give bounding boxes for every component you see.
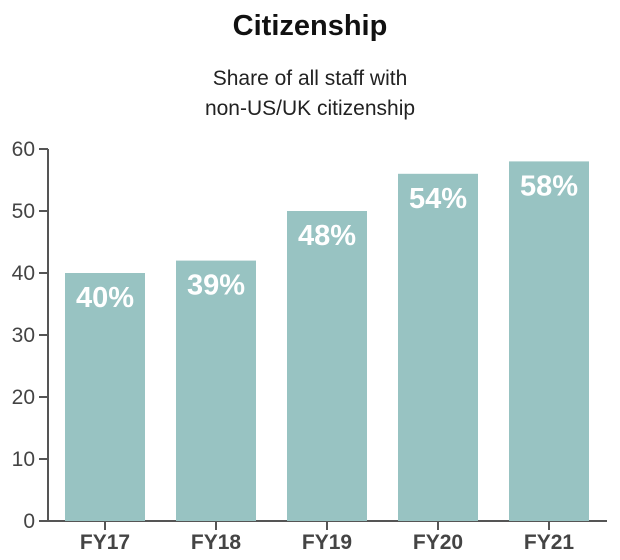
x-category-label: FY19 [302, 531, 352, 554]
bar [509, 161, 589, 521]
chart-title: Citizenship [232, 10, 388, 42]
chart-subtitle: Share of all staff with non-US/UK citize… [0, 64, 620, 124]
bar-data-label: 39% [187, 270, 245, 302]
bar-data-label: 48% [298, 220, 356, 252]
y-tick-label: 40 [12, 262, 35, 285]
x-category-label: FY17 [80, 531, 130, 554]
y-tick-label: 30 [12, 324, 35, 347]
y-tick-label: 60 [12, 138, 35, 161]
bar [398, 173, 478, 522]
x-category-label: FY18 [191, 531, 242, 554]
bar-data-label: 40% [76, 282, 134, 314]
bar [65, 273, 145, 521]
chart-subtitle-line-2: non-US/UK citizenship [204, 97, 416, 120]
bar [287, 211, 367, 521]
chart-subtitle-line-1: Share of all staff with [212, 67, 408, 90]
x-category-label: FY20 [413, 531, 463, 554]
y-tick-label: 50 [12, 200, 35, 223]
bar-data-label: 54% [409, 183, 467, 215]
y-tick-label: 0 [23, 510, 35, 533]
bar [176, 260, 256, 521]
x-category-label: FY21 [524, 531, 575, 554]
y-tick-label: 20 [12, 386, 35, 409]
bar-data-label: 58% [520, 170, 578, 202]
y-tick-label: 10 [12, 448, 35, 471]
